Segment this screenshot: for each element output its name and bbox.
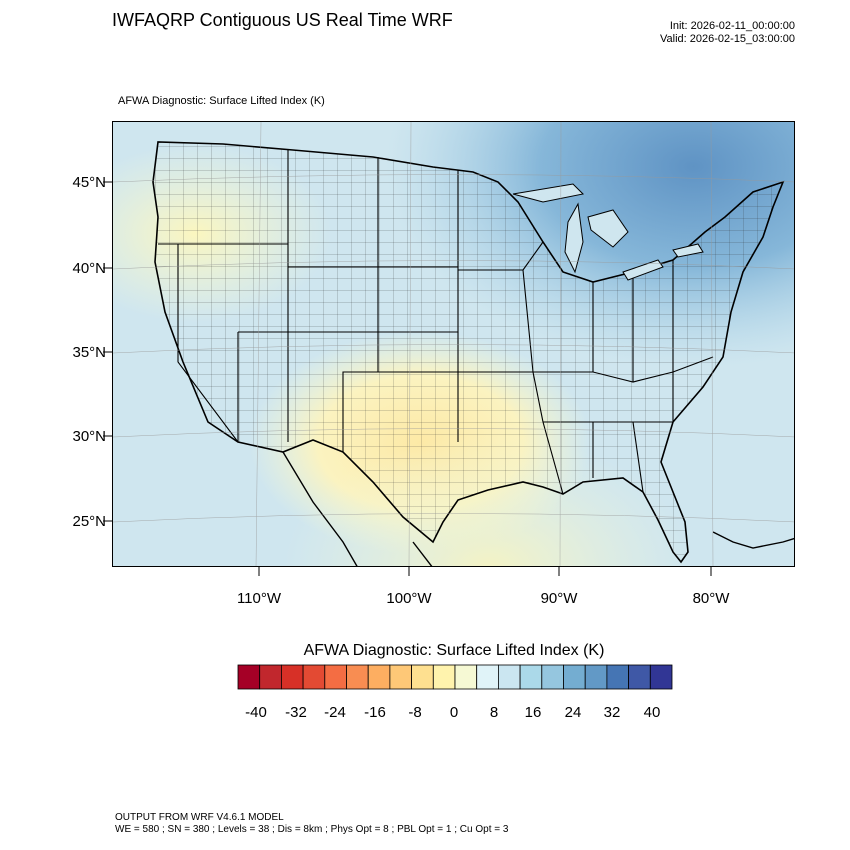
- figure-title: IWFAQRP Contiguous US Real Time WRF: [112, 10, 453, 30]
- model-info-footer: OUTPUT FROM WRF V4.6.1 MODEL WE = 580 ; …: [115, 812, 508, 836]
- great-lakes: [512, 183, 704, 281]
- colorbar-swatch: [584, 664, 608, 690]
- colorbar-label: 16: [524, 704, 542, 721]
- colorbar-label: 32: [603, 704, 621, 721]
- colorbar-label: 0: [449, 704, 459, 721]
- lon-label-80: 80°W: [692, 590, 730, 607]
- colorbar-label: 24: [564, 704, 582, 721]
- colorbar-swatch: [454, 664, 478, 690]
- colorbar-swatch: [476, 664, 499, 690]
- init-valid-times: Init: 2026-02-11_00:00:00 Valid: 2026-02…: [660, 20, 795, 46]
- colorbar-swatch: [519, 664, 543, 690]
- colorbar-swatch: [541, 664, 564, 690]
- colorbar-swatch: [389, 664, 412, 690]
- valid-time: Valid: 2026-02-15_03:00:00: [660, 33, 795, 45]
- colorbar-label: -24: [324, 704, 346, 721]
- coastlines-south: [282, 451, 794, 566]
- lat-label-40: 40°N: [72, 260, 106, 277]
- colorbar-swatch: [432, 664, 456, 690]
- colorbar-swatch: [563, 664, 586, 690]
- colorbar-swatch: [411, 664, 434, 690]
- colorbar: [237, 664, 673, 690]
- colorbar-swatch: [302, 664, 326, 690]
- lon-label-110: 110°W: [236, 590, 282, 607]
- colorbar-swatch: [628, 664, 651, 690]
- lon-ticks: [258, 566, 712, 576]
- colorbar-swatch: [259, 664, 282, 690]
- map-subtitle: AFWA Diagnostic: Surface Lifted Index (K…: [118, 95, 325, 107]
- colorbar-label: -8: [408, 704, 422, 721]
- colorbar-swatch: [649, 664, 673, 690]
- colorbar-label: -40: [245, 704, 267, 721]
- colorbar-swatch: [281, 664, 304, 690]
- lat-label-25: 25°N: [72, 513, 106, 530]
- lat-label-30: 30°N: [72, 428, 106, 445]
- colorbar-label: 8: [489, 704, 499, 721]
- map-panel: [112, 121, 795, 567]
- colorbar-label: 40: [643, 704, 661, 721]
- colorbar-label: -32: [285, 704, 307, 721]
- init-time: Init: 2026-02-11_00:00:00: [669, 20, 795, 32]
- lon-label-90: 90°W: [540, 590, 578, 607]
- colorbar-title: AFWA Diagnostic: Surface Lifted Index (K…: [303, 642, 605, 659]
- colorbar-swatch: [367, 664, 391, 690]
- lat-label-45: 45°N: [72, 174, 106, 191]
- colorbar-swatch: [237, 664, 261, 690]
- lon-label-100: 100°W: [386, 590, 432, 607]
- state-boundaries: [158, 150, 714, 495]
- lat-label-35: 35°N: [72, 344, 106, 361]
- lat-ticks: [103, 181, 112, 522]
- model-config: WE = 580 ; SN = 380 ; Levels = 38 ; Dis …: [115, 824, 509, 835]
- colorbar-swatch: [346, 664, 369, 690]
- colorbar-swatch: [324, 664, 347, 690]
- colorbar-label: -16: [364, 704, 386, 721]
- model-version: OUTPUT FROM WRF V4.6.1 MODEL: [115, 812, 284, 823]
- us-outline: [152, 141, 785, 564]
- colorbar-swatch: [606, 664, 629, 690]
- graticule: [113, 122, 794, 566]
- lifted-index-map: [113, 122, 794, 566]
- colorbar-swatch: [497, 664, 521, 690]
